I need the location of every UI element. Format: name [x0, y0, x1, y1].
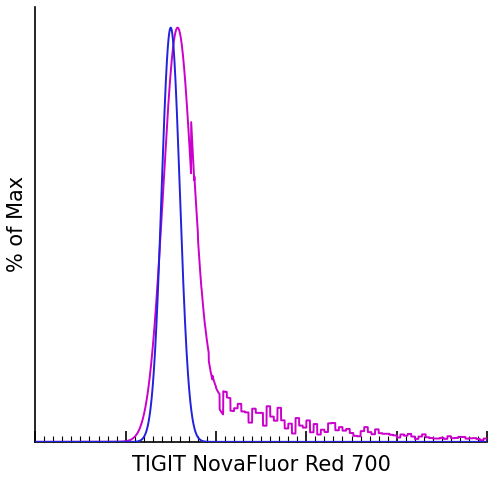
- X-axis label: TIGIT NovaFluor Red 700: TIGIT NovaFluor Red 700: [132, 455, 391, 475]
- Y-axis label: % of Max: % of Max: [7, 176, 27, 272]
